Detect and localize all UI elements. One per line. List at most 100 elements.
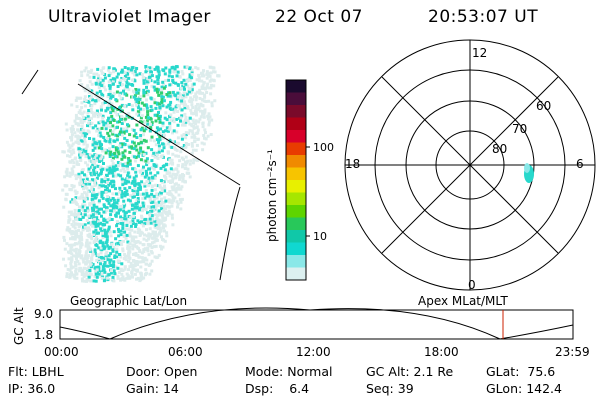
aurora-pixel <box>99 105 103 109</box>
aurora-pixel <box>154 130 158 134</box>
aurora-pixel <box>81 128 85 132</box>
aurora-pixel <box>165 234 169 238</box>
aurora-pixel <box>146 110 150 114</box>
colorbar-gradient <box>286 80 306 281</box>
aurora-pixel <box>104 139 108 143</box>
aurora-pixel <box>75 257 78 261</box>
aurora-pixel <box>142 207 146 211</box>
aurora-pixel <box>152 198 156 202</box>
aurora-pixel <box>82 213 86 216</box>
aurora-pixel <box>148 217 152 221</box>
aurora-pixel <box>101 265 105 269</box>
aurora-pixel <box>79 120 83 124</box>
aurora-pixel <box>203 136 206 140</box>
aurora-pixel <box>178 159 182 163</box>
aurora-pixel <box>111 174 115 178</box>
aurora-pixel <box>73 261 77 264</box>
aurora-pixel <box>89 107 93 111</box>
aurora-pixel <box>109 198 113 202</box>
aurora-pixel <box>118 144 122 148</box>
aurora-pixel <box>80 273 84 276</box>
aurora-pixel <box>116 120 120 124</box>
aurora-pixel <box>85 206 89 210</box>
aurora-pixel <box>168 145 172 149</box>
aurora-pixel <box>157 93 161 97</box>
limb-arc <box>219 186 241 281</box>
aurora-pixel <box>148 272 152 276</box>
aurora-pixel <box>157 140 161 144</box>
aurora-pixel <box>120 77 124 80</box>
aurora-pixel <box>157 200 161 204</box>
aurora-pixel <box>75 254 79 258</box>
aurora-pixel <box>190 88 194 92</box>
aurora-pixel <box>171 140 175 143</box>
aurora-pixel <box>94 279 98 283</box>
aurora-pixel <box>117 227 120 231</box>
aurora-pixel <box>106 95 110 99</box>
aurora-pixel <box>149 166 153 170</box>
aurora-pixel <box>133 206 137 210</box>
aurora-pixel <box>177 193 181 197</box>
aurora-pixel <box>130 207 134 211</box>
aurora-pixel <box>77 269 81 273</box>
aurora-pixel <box>165 126 169 130</box>
aurora-pixel <box>108 147 111 151</box>
aurora-pixel <box>187 131 191 135</box>
aurora-pixel <box>131 203 134 207</box>
time-tick-0600: 06:00 <box>168 345 203 359</box>
aurora-pixel <box>106 264 110 268</box>
aurora-pixel <box>88 261 92 265</box>
aurora-pixel <box>110 179 114 183</box>
aurora-pixel <box>108 166 112 170</box>
mlt-label-18: 18 <box>345 157 360 171</box>
aurora-pixel <box>184 131 188 135</box>
aurora-pixel <box>135 136 139 139</box>
aurora-pixel <box>64 122 68 126</box>
aurora-pixel <box>66 154 69 158</box>
aurora-pixel <box>95 268 99 272</box>
aurora-pixel <box>125 233 129 237</box>
aurora-pixel <box>125 276 129 280</box>
aurora-pixel <box>97 121 101 125</box>
aurora-pixel <box>128 145 132 149</box>
aurora-pixel <box>195 90 199 94</box>
aurora-pixel <box>210 104 214 108</box>
aurora-pixel <box>94 224 98 228</box>
aurora-pixel <box>128 186 132 190</box>
aurora-pixel <box>119 174 123 178</box>
altitude-curve <box>59 307 574 340</box>
aurora-pixel <box>163 186 167 190</box>
aurora-pixel <box>171 131 174 135</box>
aurora-pixel <box>174 105 178 109</box>
aurora-pixel <box>134 222 138 226</box>
aurora-pixel <box>106 68 110 72</box>
aurora-pixel <box>73 254 77 258</box>
aurora-pixel <box>160 199 163 203</box>
aurora-pixel <box>144 151 148 155</box>
aurora-pixel <box>103 256 107 260</box>
aurora-pixel <box>119 267 123 271</box>
aurora-pixel <box>71 185 75 189</box>
aurora-pixel <box>93 184 97 188</box>
aurora-pixel <box>100 190 104 194</box>
aurora-pixel <box>121 223 125 227</box>
aurora-pixel <box>107 93 111 96</box>
info-gc-alt: GC Alt: 2.1 Re <box>366 364 454 379</box>
aurora-pixel <box>93 222 97 226</box>
aurora-pixel <box>156 219 160 223</box>
aurora-pixel <box>91 126 95 130</box>
aurora-pixel <box>140 256 144 260</box>
aurora-pixel <box>136 164 140 168</box>
aurora-pixel <box>108 216 112 220</box>
aurora-pixel <box>116 173 120 177</box>
aurora-pixel <box>65 272 69 276</box>
aurora-pixel <box>207 99 211 103</box>
aurora-pixel <box>144 65 148 69</box>
aurora-pixel <box>70 213 74 216</box>
colorbar-tick-label-10: 10 <box>313 230 327 243</box>
aurora-pixel <box>114 133 118 137</box>
aurora-pixel <box>126 176 130 180</box>
aurora-pixel <box>188 87 192 91</box>
aurora-pixel <box>120 272 124 276</box>
aurora-pixel <box>72 219 76 223</box>
